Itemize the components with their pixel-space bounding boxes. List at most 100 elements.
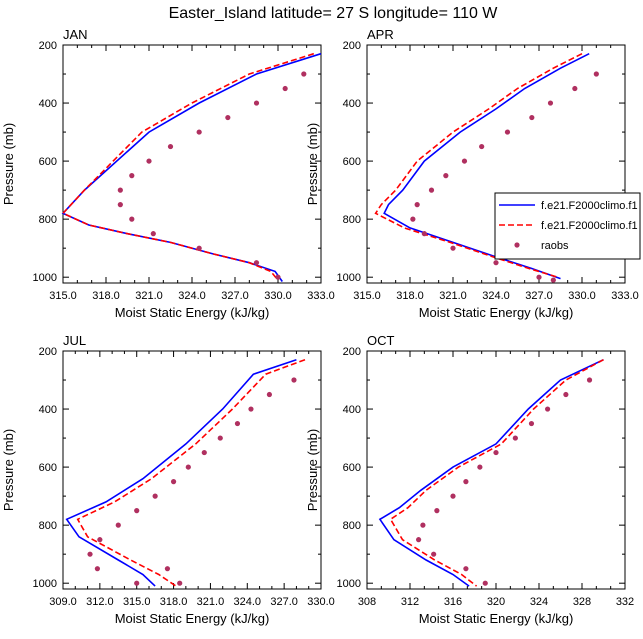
x-tick-label: 320 (487, 596, 505, 608)
x-tick-label: 324.0 (482, 290, 510, 302)
x-tick-label: 330.0 (307, 596, 335, 608)
x-axis-label: Moist Static Energy (kJ/kg) (115, 305, 270, 320)
x-tick-label: 318.0 (160, 596, 188, 608)
raobs-point (479, 143, 485, 150)
raobs-point (545, 406, 551, 412)
raobs-point (421, 231, 427, 237)
y-tick-label: 400 (343, 98, 361, 110)
panel-jan: JAN 315.0 318.0 321.0 324.0 327.0 330.0 333.0 20… (1, 27, 335, 320)
x-tick-label: 333.0 (611, 290, 639, 302)
raobs-point (291, 377, 297, 383)
raobs-point (275, 274, 281, 280)
y-tick-label: 600 (343, 462, 361, 474)
model-line-solid (383, 52, 590, 280)
x-tick-label: 328 (573, 596, 591, 608)
x-tick-label: 321.0 (197, 596, 225, 608)
model-line-solid (61, 52, 322, 282)
raobs-point (529, 114, 535, 121)
raobs-point (443, 173, 449, 179)
y-tick-label: 600 (39, 462, 57, 474)
y-axis-label: Pressure (mb) (1, 123, 16, 205)
x-tick-label: 324.0 (178, 290, 206, 302)
x-tick-label: 309.0 (49, 596, 77, 608)
x-tick-label: 327.0 (525, 290, 553, 302)
panel-title: JAN (63, 27, 88, 42)
raobs-point (225, 114, 231, 121)
plot-frame (62, 350, 322, 590)
panel-apr: APR 315.0 318.0 321.0 324.0 327.0 330.0 333.0 20… (305, 27, 639, 320)
x-axis-label: Moist Static Energy (kJ/kg) (419, 611, 574, 626)
raobs-point (196, 129, 202, 135)
y-tick-label: 200 (39, 40, 57, 52)
figure-title: Easter_Island latitude= 27 S longitude= … (169, 5, 499, 22)
raobs-point (536, 274, 542, 280)
raobs-point (248, 406, 254, 412)
raobs-point (493, 260, 499, 266)
y-tick-label: 400 (343, 404, 361, 416)
panel-jul: JUL 309.0 312.0 315.0 318.0 321.0 324.0 327.0 33… (1, 333, 335, 626)
raobs-point (201, 449, 207, 456)
y-tick-label: 800 (39, 214, 57, 226)
y-tick-label: 400 (39, 404, 57, 416)
raobs-point (493, 449, 499, 456)
x-axis-label: Moist Static Energy (kJ/kg) (419, 305, 574, 320)
model-line-dashed (374, 52, 583, 278)
x-tick-label: 324 (530, 596, 548, 608)
model-line-dashed (389, 358, 604, 587)
x-tick-label: 332 (616, 596, 634, 608)
model-line-dashed (61, 52, 315, 281)
raobs-point (234, 420, 241, 427)
y-axis-label: Pressure (mb) (305, 429, 320, 511)
legend-label: f.e21.F2000climo.f1 (541, 220, 638, 232)
y-tick-label: 1000 (337, 272, 361, 284)
plot-frame (62, 44, 322, 284)
raobs-point (461, 158, 468, 164)
model-line-solid (378, 358, 604, 587)
x-tick-label: 318.0 (92, 290, 120, 302)
plot-frame (366, 350, 626, 590)
x-axis-label: Moist Static Energy (kJ/kg) (115, 611, 270, 626)
raobs-point (512, 435, 518, 441)
raobs-point (134, 580, 140, 586)
x-tick-label: 312 (401, 596, 419, 608)
x-tick-label: 327.0 (270, 596, 298, 608)
raobs-point (450, 493, 456, 499)
raobs-point (550, 277, 556, 283)
y-axis-label: Pressure (mb) (305, 123, 320, 205)
raobs-point (282, 85, 288, 92)
raobs-point (410, 216, 416, 222)
panel-title: APR (367, 27, 394, 42)
x-tick-label: 330.0 (568, 290, 596, 302)
legend-label: raobs (541, 240, 569, 252)
raobs-point (150, 231, 156, 237)
x-tick-label: 308 (358, 596, 376, 608)
raobs-point (420, 522, 426, 528)
raobs-point (572, 85, 578, 92)
x-tick-label: 327.0 (221, 290, 249, 302)
raobs-point (431, 551, 437, 557)
raobs-point (217, 435, 223, 441)
x-tick-label: 315.0 (353, 290, 381, 302)
raobs-point (117, 202, 123, 208)
raobs-point (253, 100, 260, 106)
y-tick-label: 600 (343, 156, 361, 168)
x-tick-label: 315.0 (123, 596, 151, 608)
y-tick-label: 1000 (33, 578, 57, 590)
raobs-point (94, 566, 100, 572)
raobs-point (463, 566, 469, 572)
raobs-point (152, 493, 158, 499)
x-tick-label: 321.0 (135, 290, 163, 302)
panel-oct: OCT 308 312 316 320 324 328 332 200 400 600 800 1000… (305, 333, 634, 626)
legend: f.e21.F2000climo.f1 f.e21.F2000climo.f1 ra… (494, 192, 641, 260)
x-tick-label: 333.0 (307, 290, 335, 302)
raobs-point (115, 522, 121, 528)
raobs-point (504, 129, 511, 135)
raobs-point (129, 173, 135, 179)
raobs-point (97, 537, 103, 543)
y-tick-label: 1000 (33, 272, 57, 284)
raobs-point (547, 100, 554, 106)
panel-title: JUL (63, 333, 86, 348)
raobs-point (482, 580, 488, 586)
raobs-point (416, 537, 422, 543)
raobs-point (146, 158, 152, 164)
